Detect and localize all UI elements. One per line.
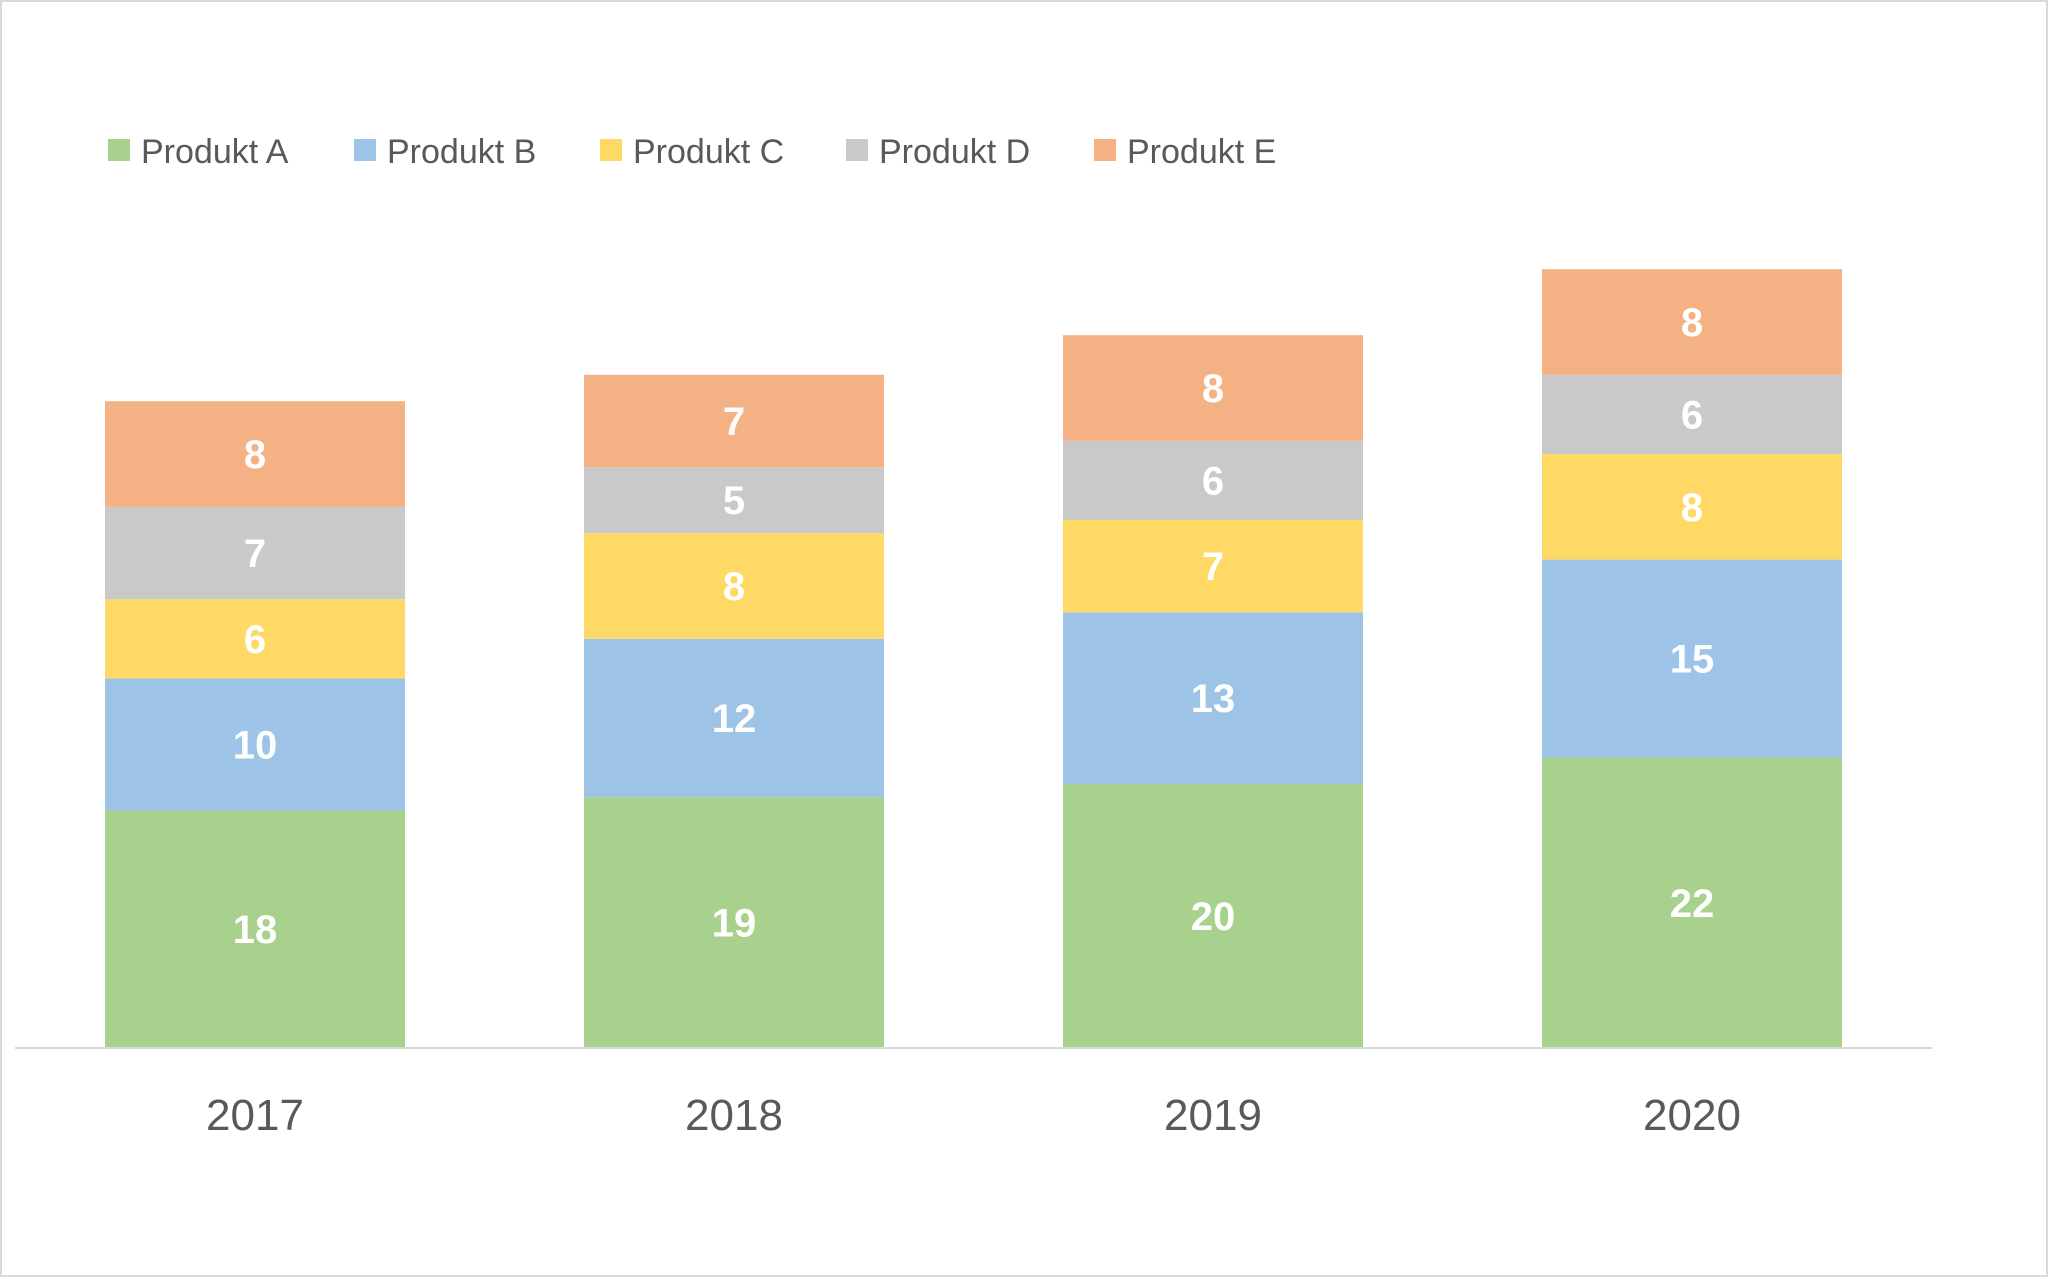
bar-produkt-b-2017 [105, 678, 405, 811]
data-label-produkt-d-2019: 6 [1202, 459, 1224, 503]
legend-swatch-produkt-c [600, 139, 622, 161]
data-label-produkt-b-2017: 10 [233, 723, 278, 767]
x-tick-label-2017: 2017 [206, 1091, 304, 1140]
bar-produkt-a-2020 [1542, 757, 1842, 1048]
data-label-produkt-e-2020: 8 [1681, 301, 1703, 345]
data-label-produkt-d-2020: 6 [1681, 393, 1703, 437]
bar-produkt-d-2019 [1063, 440, 1363, 520]
bar-produkt-d-2018 [584, 467, 884, 534]
legend-swatch-produkt-a [108, 139, 130, 161]
bar-produkt-a-2017 [105, 810, 405, 1048]
bar-produkt-c-2018 [584, 533, 884, 639]
data-label-produkt-c-2017: 6 [244, 618, 266, 662]
legend: Produkt A Produkt B Produkt C Produkt D Prod… [108, 133, 1276, 171]
x-axis-ticks: 2017 2018 2019 2020 [206, 1091, 1741, 1140]
bar-produkt-a-2018 [584, 797, 884, 1048]
bar-produkt-e-2019 [1063, 335, 1363, 441]
bar-produkt-d-2017 [105, 506, 405, 600]
bar-produkt-c-2020 [1542, 454, 1842, 560]
x-tick-label-2019: 2019 [1164, 1091, 1262, 1140]
bar-produkt-a-2019 [1063, 784, 1363, 1048]
data-label-produkt-e-2019: 8 [1202, 367, 1224, 411]
bar-produkt-e-2017 [105, 401, 405, 507]
bar-produkt-d-2020 [1542, 374, 1842, 454]
bar-produkt-c-2019 [1063, 520, 1363, 613]
bar-produkt-c-2017 [105, 599, 405, 679]
legend-swatch-produkt-b [354, 139, 376, 161]
data-label-produkt-b-2019: 13 [1191, 677, 1236, 721]
legend-label-produkt-e: Produkt E [1127, 133, 1276, 171]
bar-produkt-e-2020 [1542, 269, 1842, 375]
data-label-produkt-a-2020: 22 [1670, 882, 1715, 926]
legend-label-produkt-b: Produkt B [387, 133, 536, 171]
data-label-produkt-c-2018: 8 [723, 565, 745, 609]
data-label-produkt-d-2017: 7 [244, 532, 266, 576]
legend-swatch-produkt-e [1094, 139, 1116, 161]
data-label-produkt-c-2020: 8 [1681, 486, 1703, 530]
data-label-produkt-a-2019: 20 [1191, 895, 1236, 939]
bar-produkt-e-2018 [584, 374, 884, 468]
data-label-produkt-d-2018: 5 [723, 479, 745, 523]
legend-label-produkt-a: Produkt A [141, 133, 289, 171]
data-label-produkt-b-2020: 15 [1670, 638, 1715, 682]
bar-produkt-b-2019 [1063, 612, 1363, 784]
data-label-produkt-a-2017: 18 [233, 908, 278, 952]
bar-produkt-b-2020 [1542, 559, 1842, 758]
data-label-produkt-b-2018: 12 [712, 697, 757, 741]
bars: 18 10 6 7 8 19 12 8 5 7 20 13 7 6 8 22 15 8 6 8 [105, 269, 1842, 1048]
data-label-produkt-e-2018: 7 [723, 400, 745, 444]
data-label-produkt-e-2017: 8 [244, 433, 266, 477]
x-tick-label-2020: 2020 [1643, 1091, 1741, 1140]
legend-swatch-produkt-d [846, 139, 868, 161]
bar-produkt-b-2018 [584, 638, 884, 798]
x-tick-label-2018: 2018 [685, 1091, 783, 1140]
legend-label-produkt-d: Produkt D [879, 133, 1030, 171]
data-label-produkt-a-2018: 19 [712, 902, 757, 946]
data-label-produkt-c-2019: 7 [1202, 545, 1224, 589]
legend-label-produkt-c: Produkt C [633, 133, 784, 171]
